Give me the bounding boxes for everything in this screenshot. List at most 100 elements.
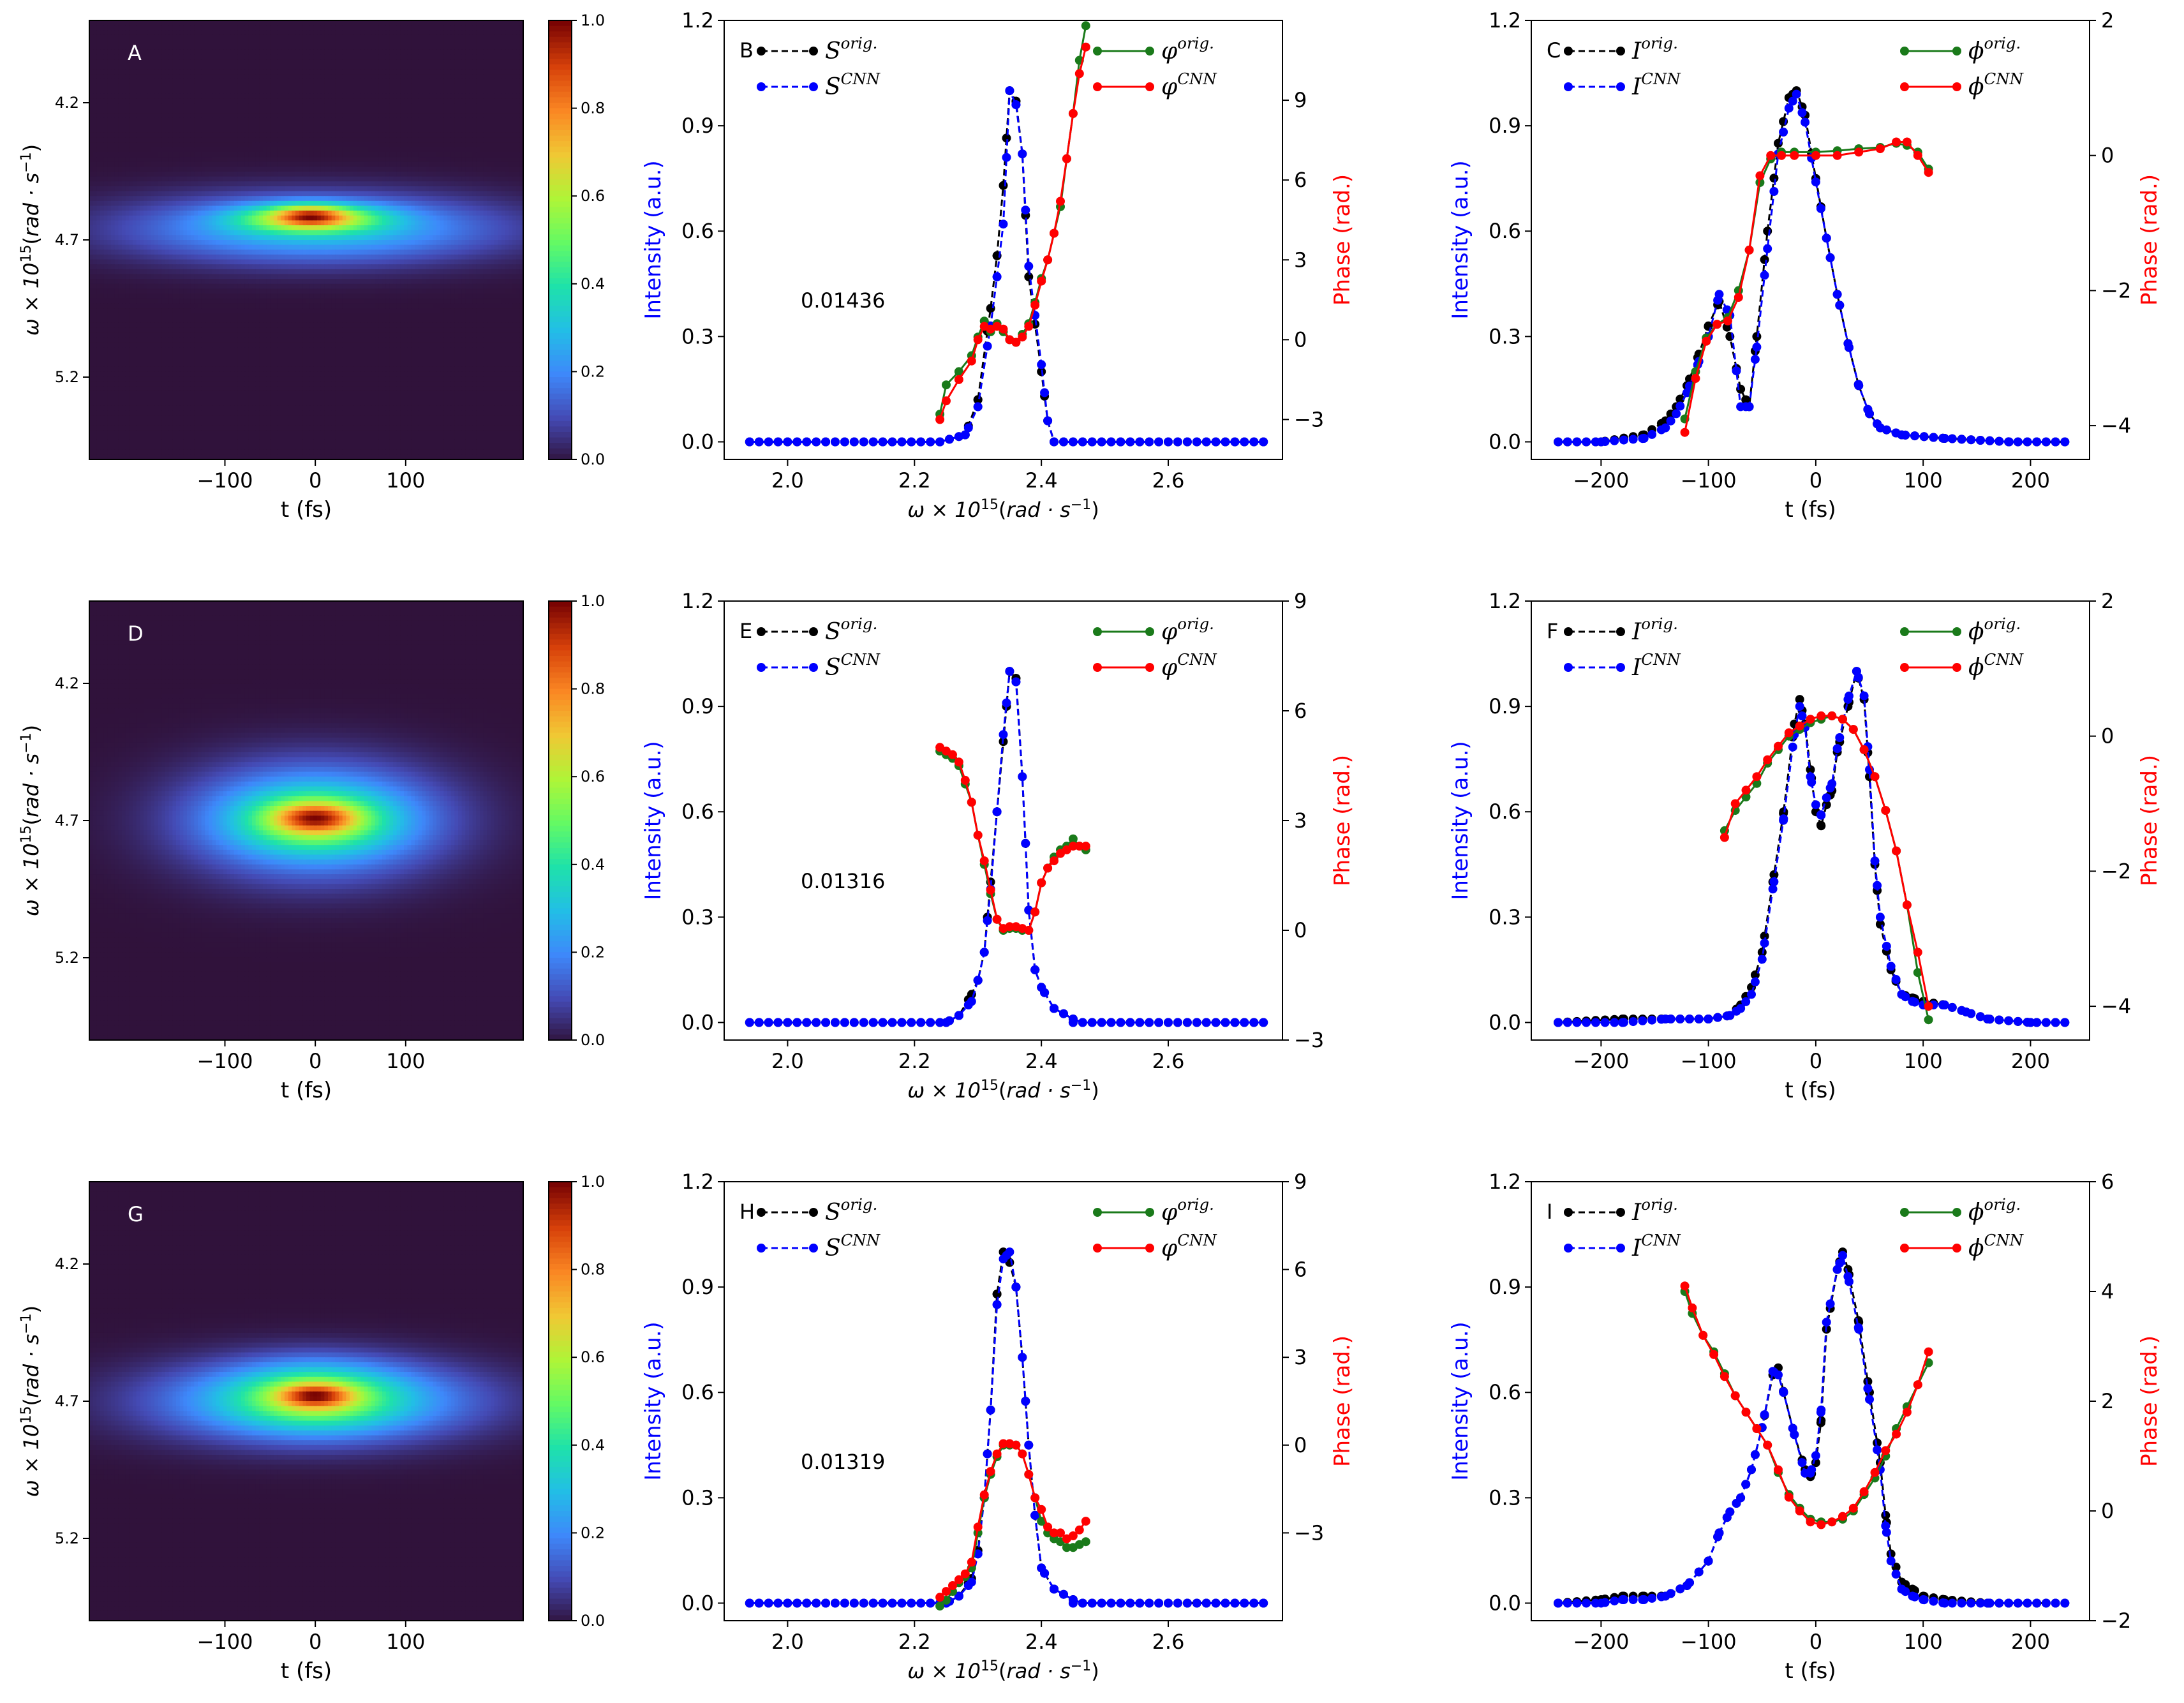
heatmap-cell	[393, 89, 397, 94]
heatmap-cell	[263, 118, 267, 123]
heatmap-cell	[180, 74, 184, 79]
heatmap-cell	[299, 79, 303, 84]
heatmap-cell	[343, 40, 346, 45]
heatmap-cell	[324, 84, 328, 89]
heatmap-cell	[161, 79, 165, 84]
heatmap-cell	[321, 89, 325, 94]
heatmap-cell	[151, 113, 154, 118]
heatmap-cell	[512, 45, 516, 50]
heatmap-cell	[100, 103, 104, 108]
heatmap-cell	[292, 84, 295, 89]
heatmap-cell	[176, 89, 180, 94]
heatmap-cell	[491, 45, 494, 50]
heatmap-cell	[212, 74, 216, 79]
heatmap-cell	[306, 20, 310, 26]
heatmap-cell	[447, 128, 451, 133]
heatmap-cell	[509, 94, 512, 99]
heatmap-cell	[328, 108, 332, 114]
heatmap-cell	[234, 59, 238, 64]
heatmap-cell	[292, 74, 295, 79]
heatmap-cell	[161, 103, 165, 108]
heatmap-cell	[462, 45, 466, 50]
heatmap-cell	[198, 113, 202, 118]
heatmap-cell	[397, 20, 401, 26]
heatmap-cell	[302, 40, 306, 45]
heatmap-cell	[501, 74, 505, 79]
heatmap-cell	[281, 89, 285, 94]
heatmap-cell	[375, 40, 379, 45]
heatmap-cell	[248, 123, 252, 128]
heatmap-cell	[400, 40, 404, 45]
heatmap-cell	[516, 79, 520, 84]
heatmap-cell	[415, 69, 419, 74]
heatmap-cell	[339, 128, 343, 133]
heatmap-cell	[505, 69, 509, 74]
heatmap-cell	[433, 128, 436, 133]
heatmap-cell	[111, 26, 115, 31]
heatmap-cell	[288, 45, 292, 50]
heatmap-cell	[419, 30, 422, 35]
heatmap-cell	[375, 55, 379, 60]
heatmap-cell	[386, 40, 390, 45]
heatmap-cell	[285, 30, 288, 35]
heatmap-cell	[328, 113, 332, 118]
heatmap-cell	[408, 98, 412, 103]
heatmap-cell	[285, 40, 288, 45]
heatmap-cell	[176, 79, 180, 84]
heatmap-cell	[360, 64, 364, 70]
heatmap-cell	[389, 45, 393, 50]
heatmap-cell	[248, 98, 252, 103]
heatmap-cell	[393, 103, 397, 108]
heatmap-cell	[371, 69, 375, 74]
heatmap-cell	[473, 40, 477, 45]
heatmap-cell	[278, 69, 281, 74]
heatmap-cell	[227, 50, 230, 55]
heatmap-cell	[263, 59, 267, 64]
heatmap-cell	[230, 79, 234, 84]
heatmap-cell	[443, 55, 447, 60]
heatmap-cell	[129, 35, 133, 40]
heatmap-cell	[100, 79, 104, 84]
heatmap-cell	[205, 84, 209, 89]
heatmap-cell	[126, 128, 130, 133]
heatmap-cell	[302, 20, 306, 26]
heatmap-cell	[154, 84, 158, 89]
heatmap-cell	[350, 98, 353, 103]
heatmap-cell	[230, 89, 234, 94]
heatmap-cell	[100, 50, 104, 55]
heatmap-cell	[96, 35, 100, 40]
heatmap-cell	[274, 20, 278, 26]
heatmap-cell	[436, 45, 440, 50]
heatmap-cell	[343, 35, 346, 40]
heatmap-cell	[219, 26, 223, 31]
heatmap-cell	[505, 30, 509, 35]
heatmap-cell	[93, 84, 97, 89]
heatmap-cell	[512, 35, 516, 40]
heatmap-cell	[422, 103, 426, 108]
heatmap-cell	[245, 89, 249, 94]
heatmap-cell	[122, 69, 126, 74]
heatmap-cell	[100, 113, 104, 118]
heatmap-cell	[100, 40, 104, 45]
heatmap-cell	[357, 113, 360, 118]
heatmap-cell	[415, 74, 419, 79]
heatmap-cell	[245, 113, 249, 118]
heatmap-cell	[498, 98, 501, 103]
heatmap-cell	[115, 123, 119, 128]
heatmap-cell	[151, 26, 154, 31]
heatmap-cell	[397, 89, 401, 94]
heatmap-cell	[227, 98, 230, 103]
heatmap-cell	[169, 35, 173, 40]
heatmap-cell	[115, 55, 119, 60]
heatmap-cell	[281, 64, 285, 70]
heatmap-cell	[426, 30, 429, 35]
heatmap-cell	[227, 59, 230, 64]
heatmap-cell	[368, 26, 371, 31]
heatmap-cell	[295, 20, 299, 26]
heatmap-cell	[491, 89, 494, 94]
heatmap-cell	[263, 74, 267, 79]
heatmap-cell	[339, 108, 343, 114]
heatmap-cell	[252, 45, 256, 50]
heatmap-cell	[415, 103, 419, 108]
heatmap-cell	[422, 89, 426, 94]
